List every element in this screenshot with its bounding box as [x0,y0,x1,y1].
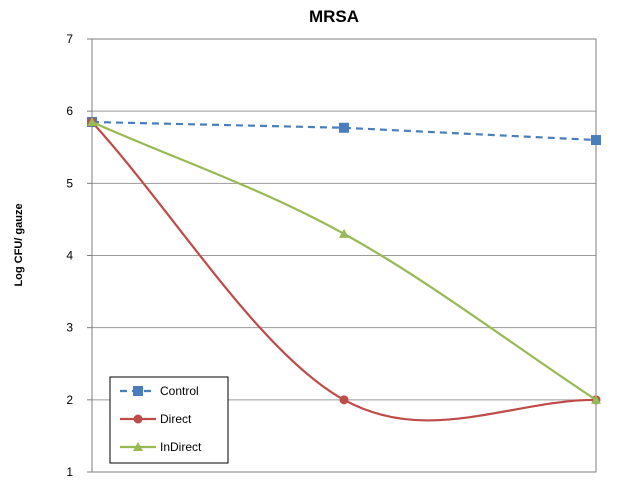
series-direct [87,117,601,422]
data-point [591,394,601,404]
legend: Control Direct InDirect [109,376,229,464]
y-tick-label: 7 [66,32,73,46]
gridlines [92,110,596,401]
series-line [91,121,597,422]
data-point [339,122,349,133]
legend-swatch-marker [133,442,143,451]
y-axis-ticks: 1 2 3 4 5 6 7 [66,32,92,479]
data-point [591,135,601,146]
y-tick-label: 4 [66,249,73,263]
y-tick-label: 3 [66,321,73,335]
legend-label: InDirect [160,440,202,454]
y-tick-label: 5 [66,176,73,190]
legend-swatch-marker [133,414,143,424]
series-group [87,116,601,422]
chart-title: MRSA [309,7,359,26]
series-line [91,120,597,401]
y-tick-label: 6 [66,104,73,118]
legend-label: Direct [160,412,192,426]
series-indirect [87,116,601,404]
y-axis-label: Log CFU/ gauze [13,203,25,286]
data-point [87,116,97,126]
y-tick-label: 1 [66,465,73,479]
series-control [87,116,601,146]
legend-label: Control [160,384,199,398]
y-tick-label: 2 [66,393,73,407]
data-point [339,395,349,405]
data-point [339,228,349,238]
legend-swatch-marker [133,386,143,396]
